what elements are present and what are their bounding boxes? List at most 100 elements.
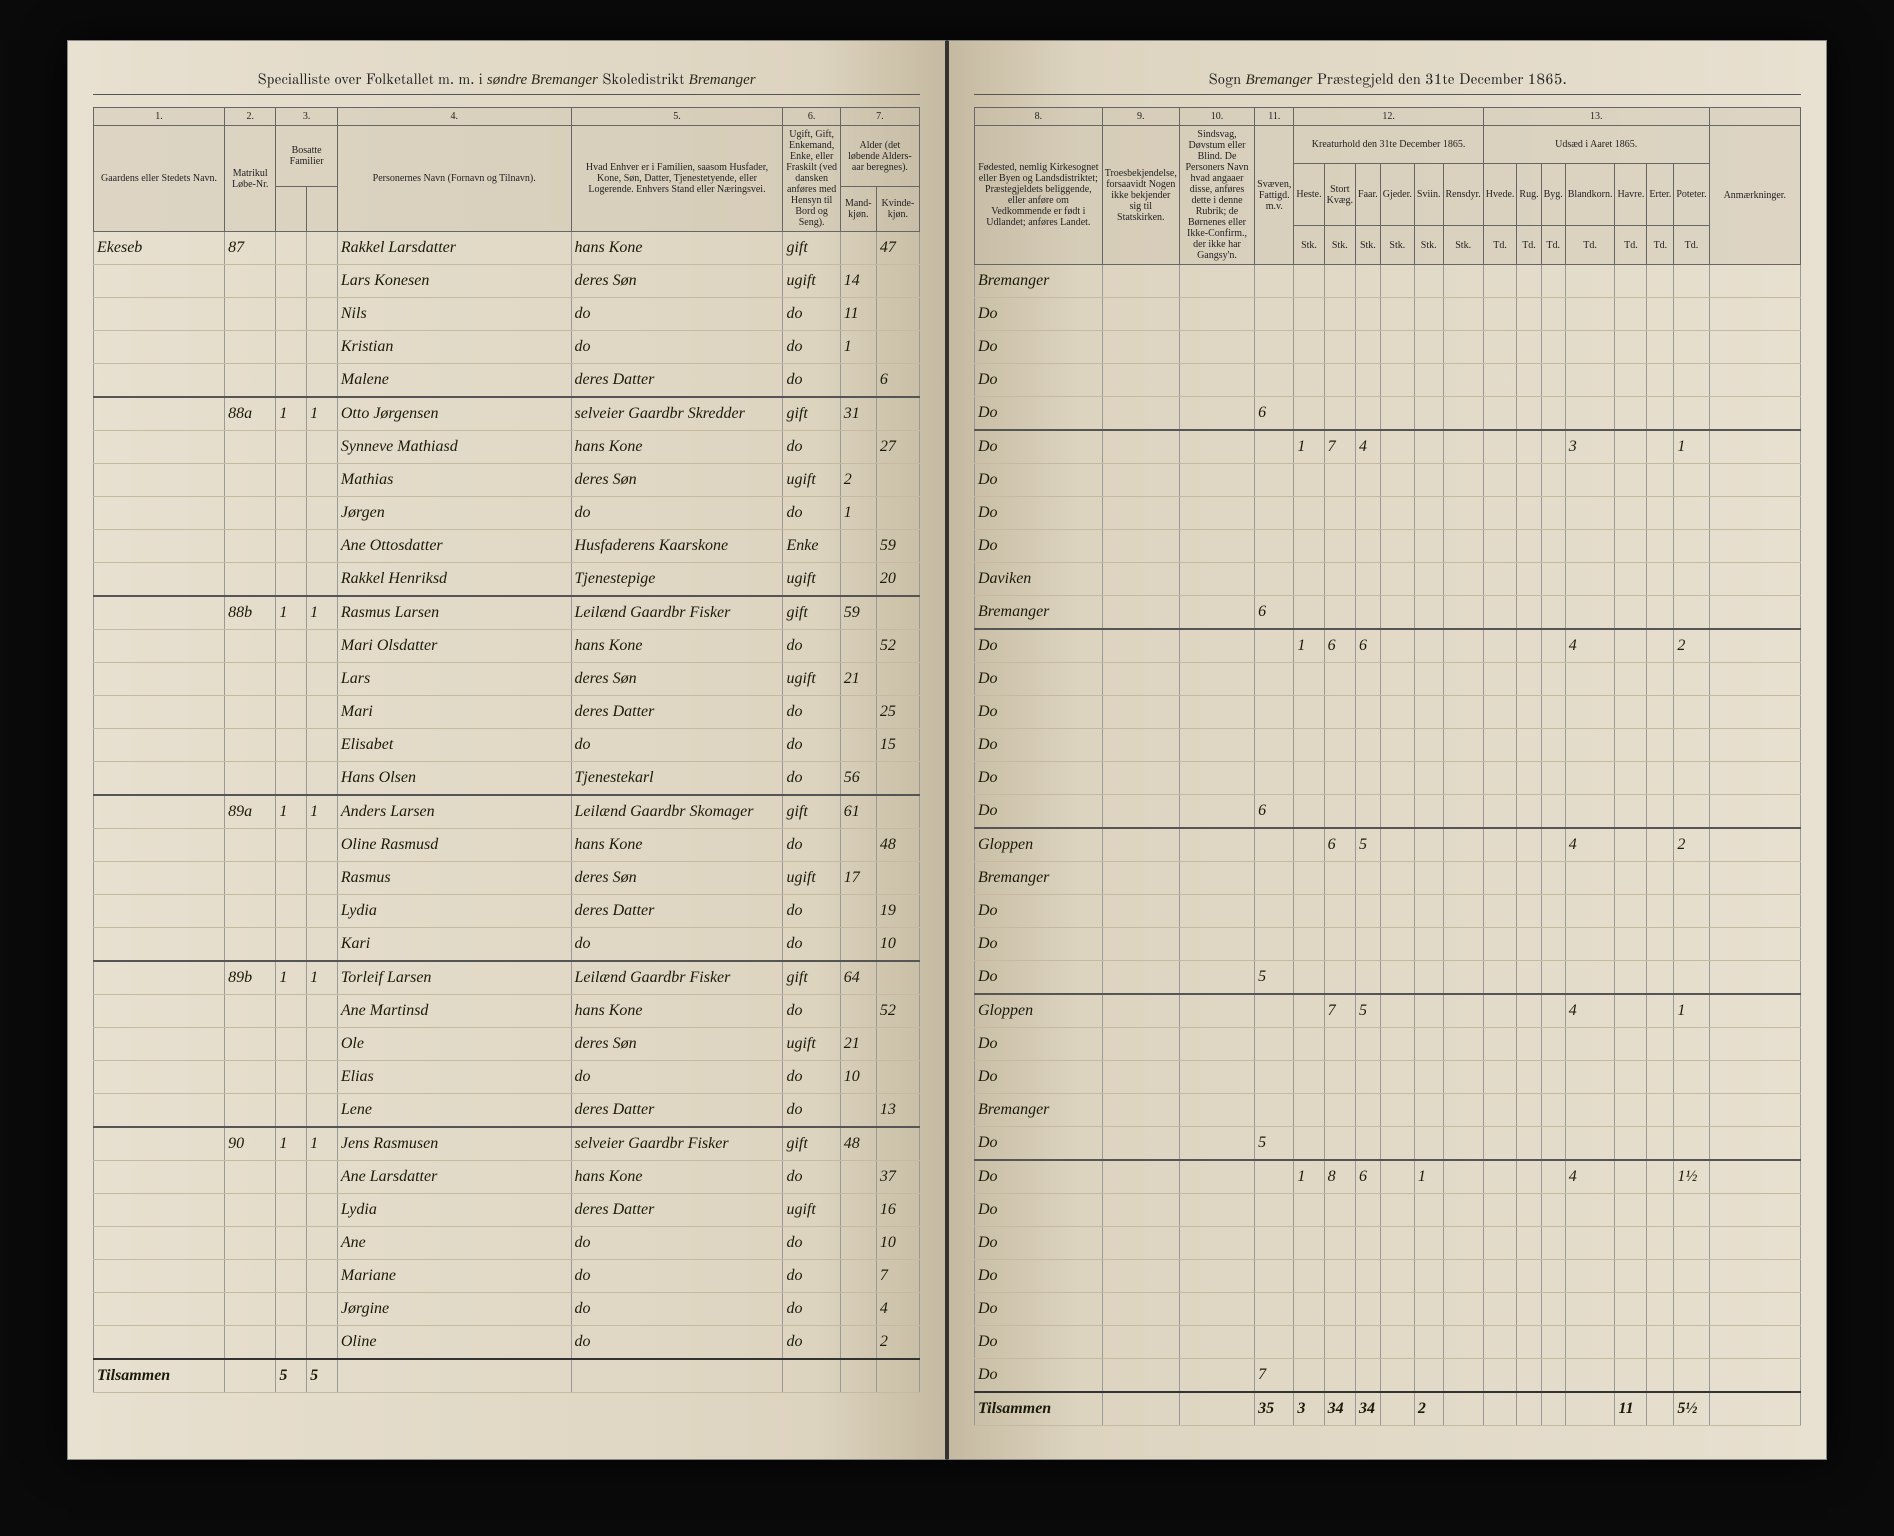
table-row: Lydiaderes Datterdo19 <box>94 895 920 928</box>
cell <box>1102 862 1179 895</box>
cell: Do <box>975 1061 1103 1094</box>
cell: 90 <box>225 1127 276 1161</box>
cell <box>94 795 225 829</box>
table-row: Do <box>975 298 1801 331</box>
cell <box>1294 729 1324 762</box>
table-row: Rakkel HenriksdTjenestepigeugift20 <box>94 563 920 597</box>
cell <box>1483 298 1517 331</box>
cell <box>1102 364 1179 397</box>
cell <box>1709 1061 1800 1094</box>
cell <box>1179 464 1254 497</box>
cell <box>1102 596 1179 630</box>
cell <box>1294 530 1324 563</box>
cell <box>1179 364 1254 397</box>
cell <box>1294 497 1324 530</box>
cell <box>1255 1293 1294 1326</box>
cell <box>307 265 338 298</box>
cell <box>1615 663 1647 696</box>
cell <box>276 298 307 331</box>
cell <box>1709 1260 1800 1293</box>
cell <box>1380 1260 1414 1293</box>
ledger-body-left: Ekeseb87Rakkel Larsdatterhans Konegift47… <box>94 232 920 1360</box>
cell: do <box>783 1061 840 1094</box>
cell: do <box>571 331 783 364</box>
cell <box>1647 862 1674 895</box>
cell: gift <box>783 232 840 265</box>
cell <box>225 1161 276 1194</box>
cell: do <box>783 497 840 530</box>
cell <box>876 331 919 364</box>
cell <box>1414 696 1443 729</box>
cell <box>307 530 338 563</box>
cell: Leilænd Gaardbr Fisker <box>571 961 783 995</box>
cell <box>94 563 225 597</box>
cell <box>1380 1227 1414 1260</box>
cell <box>1483 895 1517 928</box>
cell: Ole <box>337 1028 571 1061</box>
cell: Otto Jørgensen <box>337 397 571 431</box>
cell <box>1102 994 1179 1028</box>
cell <box>840 895 876 928</box>
cell <box>94 1260 225 1293</box>
cell: ugift <box>783 1028 840 1061</box>
col3-label-a: Bosatte Familier <box>276 126 338 187</box>
cell: 59 <box>840 596 876 630</box>
cell: 6 <box>1324 828 1355 862</box>
cell <box>1443 298 1483 331</box>
header-prefix: Specialliste over Folketallet m. m. i <box>257 73 482 88</box>
cell: 87 <box>225 232 276 265</box>
cell <box>307 762 338 796</box>
cell <box>1517 364 1541 397</box>
cell <box>276 1293 307 1326</box>
cell <box>1565 464 1615 497</box>
table-row: Malenederes Datterdo6 <box>94 364 920 398</box>
cell: Mari Olsdatter <box>337 630 571 663</box>
cell <box>1255 629 1294 663</box>
cell <box>1102 1293 1179 1326</box>
cell <box>1709 629 1800 663</box>
cell <box>1483 397 1517 431</box>
cell <box>1517 298 1541 331</box>
cell <box>1380 862 1414 895</box>
col14-label: Anmærkninger. <box>1709 126 1800 265</box>
cell <box>1674 530 1709 563</box>
footer-r-label: Tilsammen <box>975 1392 1103 1426</box>
cell <box>1541 430 1565 464</box>
cell <box>225 729 276 762</box>
cell <box>1615 629 1647 663</box>
cell <box>1565 497 1615 530</box>
cell: do <box>783 1094 840 1128</box>
cell <box>1294 1293 1324 1326</box>
cell <box>1541 862 1565 895</box>
cell: do <box>783 298 840 331</box>
table-row: Lars Konesenderes Sønugift14 <box>94 265 920 298</box>
cell <box>1294 563 1324 596</box>
table-row: Do5 <box>975 1127 1801 1161</box>
col7-num: 7. <box>840 108 919 126</box>
cell <box>1179 497 1254 530</box>
cell <box>94 331 225 364</box>
cell <box>1615 563 1647 596</box>
cell <box>276 1061 307 1094</box>
cell: 1 <box>276 397 307 431</box>
cell: 6 <box>876 364 919 398</box>
cell <box>1102 895 1179 928</box>
cell: Elisabet <box>337 729 571 762</box>
table-row: Do186141½ <box>975 1160 1801 1194</box>
cell <box>1483 795 1517 829</box>
cell <box>1565 530 1615 563</box>
table-row: Do <box>975 928 1801 961</box>
cell: gift <box>783 961 840 995</box>
cell <box>876 762 919 796</box>
cell <box>1541 1061 1565 1094</box>
cell <box>1255 762 1294 795</box>
cell <box>1443 563 1483 596</box>
cell: 5 <box>1255 1127 1294 1161</box>
cell: Gloppen <box>975 828 1103 862</box>
cell <box>307 829 338 862</box>
cell <box>1615 1094 1647 1127</box>
cell: deres Søn <box>571 663 783 696</box>
col2-num: 2. <box>225 108 276 126</box>
cell <box>1380 1094 1414 1127</box>
cell <box>1356 1194 1381 1227</box>
